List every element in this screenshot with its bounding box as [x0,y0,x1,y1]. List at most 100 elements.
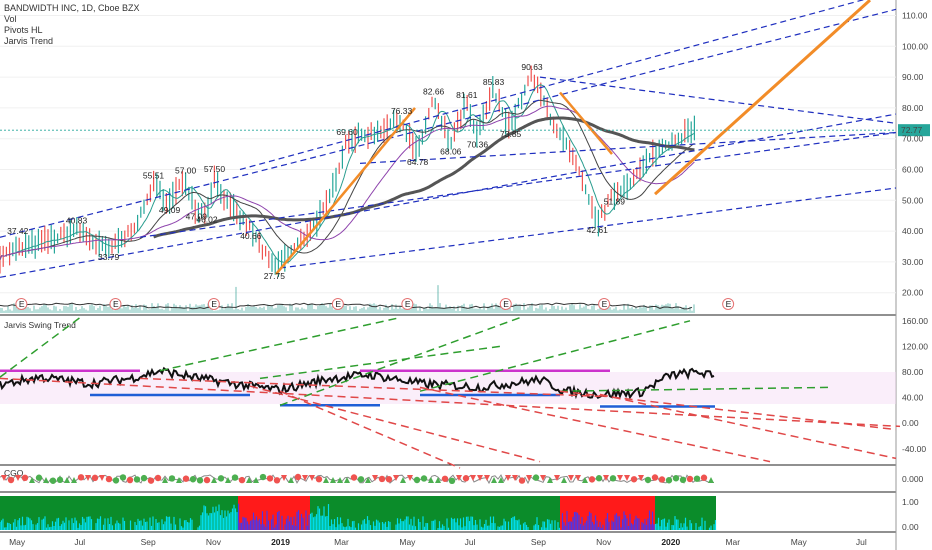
cgo-dot [217,475,225,482]
jarvis-tick-label: 0.00 [902,418,919,428]
cgo-triangle [99,475,105,481]
cgo-triangle [554,475,560,481]
cgo-dot [126,476,134,484]
cgo-dot [49,477,57,484]
cgo-triangle [281,475,287,481]
cgo-tick-label: 0.000 [902,474,924,484]
cgo-dot [665,477,673,484]
x-tick-label: May [791,537,808,547]
pivot-label: 42.61 [587,225,609,235]
x-tick-label: 2019 [271,537,290,547]
legend-title: BANDWIDTH INC, 1D, Cboe BZX [4,3,140,13]
cgo-triangle [176,477,182,483]
cgo-dot [609,475,617,482]
cgo-triangle [540,475,546,481]
cgo-dot [693,475,701,482]
pivot-label: 40.66 [240,231,262,241]
cgo-triangle [470,475,476,481]
pivot-label: 90.63 [521,62,543,72]
cgo-dot [133,476,141,483]
orange-trend-line [275,107,416,276]
cgo-triangle [617,475,623,481]
cgo-triangle [456,475,462,481]
earnings-label: E [211,299,217,309]
cgo-triangle [603,475,609,481]
price-tick-label: 50.00 [902,195,924,205]
cgo-dot [147,477,155,484]
cgo-triangle [624,475,630,481]
cgo-dot [56,476,64,484]
trend-dashed-line [0,8,897,238]
cgo-dot [588,476,596,483]
trend-dashed-line [139,131,897,238]
trend-dashed-line [279,187,897,269]
x-tick-label: Nov [596,537,612,547]
cgo-triangle [561,477,567,483]
pivot-label: 47.09 [186,211,208,221]
cgo-dot [595,475,603,482]
cgo-triangle [225,477,231,483]
earnings-label: E [19,299,25,309]
cgo-dot [259,473,267,481]
jarvis-tick-label: 40.00 [902,393,924,403]
pivot-label: 57.50 [204,164,226,174]
cgo-dot [413,476,421,484]
jarvis-swing-line [0,366,715,400]
hist-tick-label: 0.00 [902,522,919,532]
cgo-dot [658,476,666,483]
cgo-triangle [162,477,168,483]
pivot-label: 81.61 [456,90,478,100]
cgo-dot [441,475,449,482]
pivot-label: 33.79 [98,252,120,262]
cgo-triangle [302,475,308,481]
pivot-label: 85.83 [483,77,505,87]
jarvis-tick-label: 80.00 [902,367,924,377]
cgo-triangle [582,477,588,483]
cgo-dot [140,474,148,482]
cgo-triangle [344,477,350,483]
cgo-pane-title: CGO [4,468,24,478]
swing-red-ray [0,377,901,428]
cgo-dot [231,474,239,481]
cgo-dot [448,477,456,485]
trend-dashed-line [539,76,897,124]
cgo-dot [196,477,204,484]
earnings-label: E [405,299,411,309]
cgo-dot [119,474,127,481]
cgo-triangle [477,475,483,481]
orange-trend-line [653,0,872,196]
cgo-dot [238,476,246,484]
cgo-dot [651,474,659,481]
cgo-pane: CGO [0,468,715,485]
cgo-triangle [498,477,504,483]
price-tick-label: 70.00 [902,134,924,144]
swing-green-ray [0,316,81,378]
legend-item-vol[interactable]: Vol [4,14,17,24]
cgo-triangle [1,475,7,481]
legend-item-pivots[interactable]: Pivots HL [4,25,43,35]
cgo-dot [532,474,540,481]
cgo-dot [7,476,15,484]
cgo-triangle [64,477,70,483]
cgo-dot [315,476,323,483]
cgo-triangle [337,477,343,483]
legend-item-jarvis-trend[interactable]: Jarvis Trend [4,36,54,46]
cgo-triangle [526,475,532,481]
price-tick-label: 80.00 [902,103,924,113]
pivot-label: 37.42 [7,226,29,236]
x-tick-label: May [399,537,416,547]
pivot-label: 55.51 [143,170,165,180]
hist-tick-label: 1.00 [902,497,919,507]
price-badge-bg [898,124,930,137]
cgo-dot [686,475,694,483]
price-tick-label: 60.00 [902,165,924,175]
cgo-dot [357,476,365,483]
earnings-marker [331,298,344,310]
pivot-label: 76.33 [391,106,413,116]
price-axis-bg [896,0,932,550]
x-tick-label: Nov [206,537,222,547]
swing-green-ray [259,345,501,380]
x-tick-label: Mar [334,537,349,547]
pivot-label: 68.06 [440,147,462,157]
cgo-dot [420,475,428,482]
